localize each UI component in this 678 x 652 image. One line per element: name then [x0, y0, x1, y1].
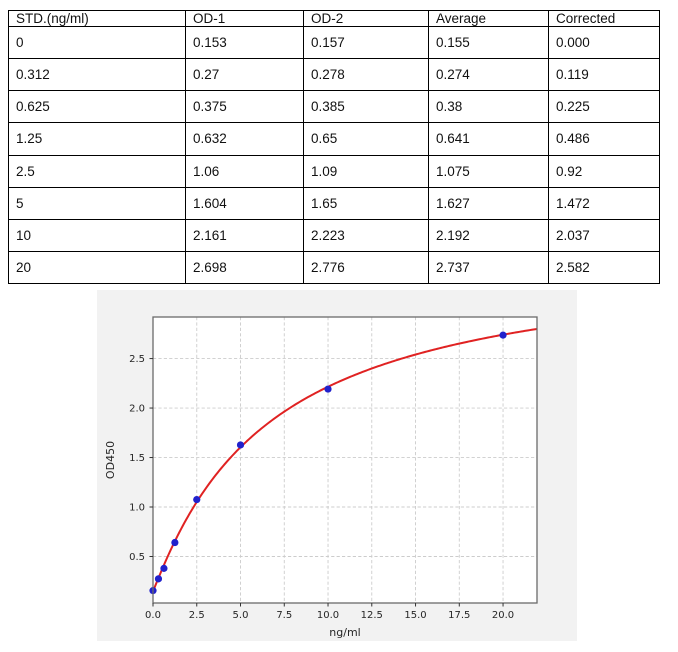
table-cell: 0.38	[428, 90, 549, 124]
y-tick-label: 1.5	[129, 453, 145, 464]
y-tick-label: 0.5	[129, 552, 145, 563]
table-cell: 5	[8, 186, 186, 220]
table-cell: 2.737	[428, 250, 549, 285]
table-cell: 0.385	[303, 90, 429, 124]
table-cell: 0.000	[548, 25, 660, 60]
data-point	[499, 331, 507, 339]
table-cell: 1.25	[8, 122, 186, 156]
table-cell: 0	[8, 25, 186, 60]
table-cell: 0.625	[8, 90, 186, 124]
table-cell: 2.192	[428, 218, 549, 252]
x-tick-label: 7.5	[276, 610, 292, 621]
table-cell: 2.5	[8, 154, 186, 188]
header-cell: OD-2	[303, 10, 429, 27]
standards-table-head: STD.(ng/ml) OD-1 OD-2 Average Corrected	[8, 10, 660, 27]
standards-table-body: 0 0.153 0.157 0.155 0.000 0.312 0.27 0.278 0.274…	[8, 25, 660, 285]
data-point	[236, 441, 245, 449]
table-cell: 1.06	[185, 154, 304, 188]
table-header-row: STD.(ng/ml) OD-1 OD-2 Average Corrected	[8, 10, 660, 27]
x-tick-label: 10.0	[317, 610, 339, 621]
standard-curve-figure: 0.0 2.5 5.0 7.5 10.0 12.5 15.0 17.5 20.0 0.5 1.0 1.…	[97, 290, 577, 641]
x-tick-label: 20.0	[492, 610, 514, 621]
table-cell: 0.632	[185, 122, 304, 156]
table-cell: 1.09	[303, 154, 429, 188]
table-cell: 0.274	[428, 58, 549, 92]
table-cell: 0.119	[548, 58, 660, 92]
table-cell: 2.698	[185, 250, 304, 285]
table-cell: 20	[8, 250, 186, 285]
y-tick-label: 2.0	[129, 404, 145, 415]
fit-curve	[153, 327, 537, 592]
header-cell: STD.(ng/ml)	[8, 10, 186, 27]
table-cell: 0.157	[303, 25, 429, 60]
header-cell: OD-1	[185, 10, 304, 27]
x-tick-label: 0.0	[145, 610, 161, 621]
table-cell: 0.92	[548, 154, 660, 188]
table-cell: 0.65	[303, 122, 429, 156]
table-row: 0 0.153 0.157 0.155 0.000	[8, 25, 660, 60]
header-cell: Average	[428, 10, 549, 27]
table-row: 10 2.161 2.223 2.192 2.037	[8, 218, 660, 252]
table-cell: 0.486	[548, 122, 660, 156]
x-tick-label: 15.0	[404, 610, 426, 621]
data-point	[324, 385, 332, 393]
table-cell: 2.037	[548, 218, 660, 252]
table-row: 1.25 0.632 0.65 0.641 0.486	[8, 122, 660, 156]
x-axis-label: ng/ml	[329, 626, 360, 639]
data-point	[193, 495, 201, 504]
table-cell: 0.278	[303, 58, 429, 92]
plot-frame	[152, 316, 538, 604]
table-row: 5 1.604 1.65 1.627 1.472	[8, 186, 660, 220]
table-cell: 0.375	[185, 90, 304, 124]
table-cell: 1.627	[428, 186, 549, 220]
table-row: 0.625 0.375 0.385 0.38 0.225	[8, 90, 660, 124]
table-cell: 0.27	[185, 58, 304, 92]
standard-curve-chart: 0.0 2.5 5.0 7.5 10.0 12.5 15.0 17.5 20.0 0.5 1.0 1.…	[104, 316, 538, 639]
table-cell: 2.161	[185, 218, 304, 252]
x-tick-label: 5.0	[233, 610, 249, 621]
table-cell: 2.776	[303, 250, 429, 285]
table-cell: 2.582	[548, 250, 660, 285]
table-cell: 0.225	[548, 90, 660, 124]
plot-area	[153, 317, 537, 603]
table-row: 0.312 0.27 0.278 0.274 0.119	[8, 58, 660, 92]
table-cell: 0.155	[428, 25, 549, 60]
table-row: 2.5 1.06 1.09 1.075 0.92	[8, 154, 660, 188]
data-point	[160, 564, 168, 572]
table-cell: 0.641	[428, 122, 549, 156]
x-tick-label: 12.5	[361, 610, 383, 621]
table-row: 20 2.698 2.776 2.737 2.582	[8, 250, 660, 285]
table-cell: 1.472	[548, 186, 660, 220]
data-point	[154, 575, 163, 583]
data-point	[171, 538, 179, 547]
standards-table-container: STD.(ng/ml) OD-1 OD-2 Average Corrected 0 0.1…	[8, 10, 660, 285]
table-cell: 0.312	[8, 58, 186, 92]
y-tick-label: 1.0	[129, 503, 145, 514]
header-cell: Corrected	[548, 10, 660, 27]
x-tick-label: 2.5	[189, 610, 205, 621]
table-cell: 10	[8, 218, 186, 252]
table-cell: 1.65	[303, 186, 429, 220]
table-cell: 2.223	[303, 218, 429, 252]
table-cell: 1.604	[185, 186, 304, 220]
y-tick-label: 2.5	[129, 354, 145, 365]
x-tick-label: 17.5	[448, 610, 470, 621]
y-axis-label: OD450	[104, 441, 117, 479]
standards-table: STD.(ng/ml) OD-1 OD-2 Average Corrected 0 0.1…	[8, 10, 660, 285]
table-cell: 0.153	[185, 25, 304, 60]
table-cell: 1.075	[428, 154, 549, 188]
